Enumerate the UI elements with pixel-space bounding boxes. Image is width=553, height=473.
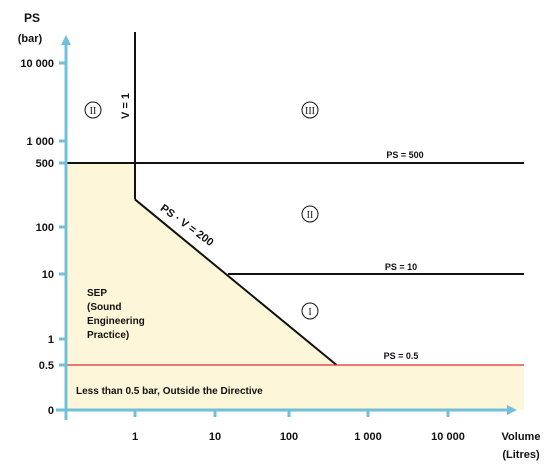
- x-tick-label: 100: [280, 431, 298, 443]
- line-ps-v-200: [134, 198, 338, 366]
- label-ps-500: PS = 500: [386, 150, 423, 160]
- y-tick-label: 10 000: [20, 58, 54, 70]
- y-tick-label: 0: [48, 405, 54, 417]
- label-v-1: V = 1: [120, 93, 132, 119]
- x-axis-title: Volume: [502, 431, 541, 443]
- below-limit-label: Less than 0.5 bar, Outside the Directive: [76, 386, 263, 397]
- category-symbol: II: [307, 210, 314, 221]
- category-symbol: I: [308, 307, 311, 318]
- sep-label: SEP: [87, 288, 107, 299]
- x-tick-label: 10 000: [431, 431, 465, 443]
- label-ps-10: PS = 10: [385, 262, 417, 272]
- y-axis-title-unit: (bar): [18, 33, 43, 45]
- sep-label: Engineering: [87, 316, 145, 327]
- category-symbol: III: [305, 106, 315, 117]
- y-tick-label: 100: [36, 222, 54, 234]
- x-axis-title-unit: (Litres): [502, 449, 540, 461]
- sep-label: (Sound: [87, 302, 121, 313]
- category-circle: [301, 205, 319, 223]
- below-limit-region-fill: [68, 365, 524, 410]
- x-tick-label: 10: [209, 431, 221, 443]
- y-tick-label: 1 000: [26, 136, 54, 148]
- y-tick-label: 0.5: [39, 360, 54, 372]
- x-tick-label: 1: [132, 431, 138, 443]
- x-tick-label: 1 000: [354, 431, 382, 443]
- y-axis-title: PS: [24, 11, 40, 25]
- sep-region-fill: [68, 163, 337, 365]
- y-tick-label: 500: [36, 158, 54, 170]
- category-circle: [301, 101, 319, 119]
- category-circle: [301, 302, 319, 320]
- sep-label: Practice): [87, 330, 129, 341]
- y-tick-label: 10: [42, 269, 54, 281]
- y-tick-label: 1: [48, 334, 54, 346]
- category-symbol: II: [90, 106, 97, 117]
- label-ps-0-5: PS = 0.5: [384, 351, 419, 361]
- category-circle: [84, 101, 102, 119]
